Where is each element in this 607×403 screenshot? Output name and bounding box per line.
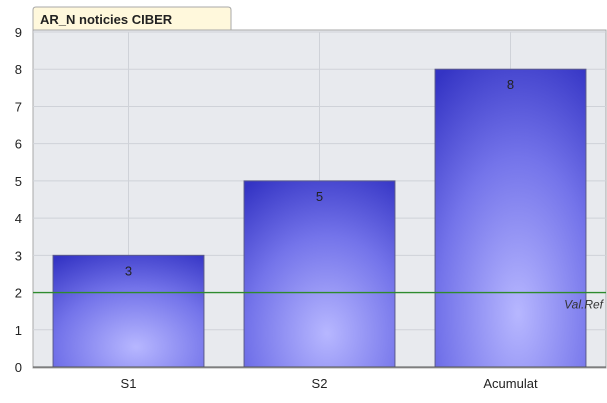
y-tick-label: 0: [15, 360, 22, 375]
y-tick-label: 3: [15, 248, 22, 263]
y-tick-label: 7: [15, 99, 22, 114]
y-tick-label: 4: [15, 211, 22, 226]
bars-group: 3 5 8: [52, 68, 587, 368]
x-axis: S1 S2 Acumulat: [33, 366, 606, 391]
y-tick-label: 8: [15, 62, 22, 77]
data-label: 5: [316, 189, 323, 204]
y-tick-label: 6: [15, 137, 22, 152]
chart-title: AR_N noticies CIBER: [40, 12, 173, 27]
y-axis: 0 1 2 3 4 5 6 7 8 9: [15, 25, 22, 375]
reference-line-group: Val.Ref: [33, 291, 606, 312]
y-tick-label: 5: [15, 174, 22, 189]
x-tick-label: S1: [121, 376, 137, 391]
data-label: 8: [507, 77, 514, 92]
x-tick-label: Acumulat: [483, 376, 538, 391]
x-tick-label: S2: [312, 376, 328, 391]
data-label: 3: [125, 263, 132, 278]
reference-line-label: Val.Ref: [564, 298, 605, 312]
y-tick-label: 1: [15, 323, 22, 338]
bar-acumulat: [434, 68, 587, 368]
y-tick-label: 2: [15, 286, 22, 301]
bar-s1: [52, 254, 205, 368]
y-tick-label: 9: [15, 25, 22, 40]
chart-title-tab: AR_N noticies CIBER: [32, 6, 232, 30]
bar-s2: [243, 180, 396, 368]
